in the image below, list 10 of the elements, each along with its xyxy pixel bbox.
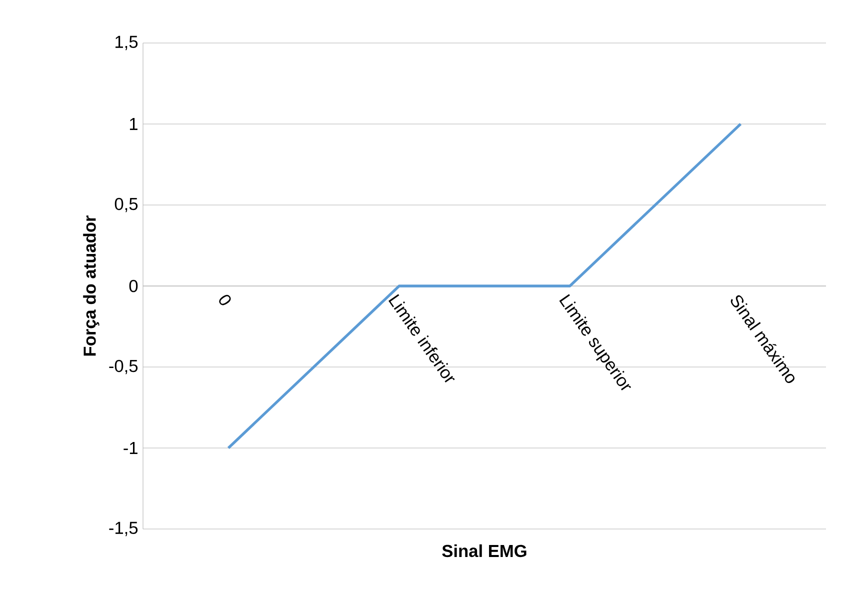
y-tick-label: 1 xyxy=(130,118,138,130)
y-tick-label: 1,5 xyxy=(116,36,138,50)
y-axis-title: Força do atuador xyxy=(83,215,100,356)
y-tick-label: -0,5 xyxy=(109,360,138,374)
y-tick-label: -1 xyxy=(124,442,138,454)
y-tick-label: 0 xyxy=(129,280,138,292)
x-axis-title: Sinal EMG xyxy=(442,544,526,558)
y-tick-label: 0,5 xyxy=(114,198,138,212)
y-tick-label: -1,5 xyxy=(109,522,138,536)
x-tick-label: 0 xyxy=(219,294,231,306)
